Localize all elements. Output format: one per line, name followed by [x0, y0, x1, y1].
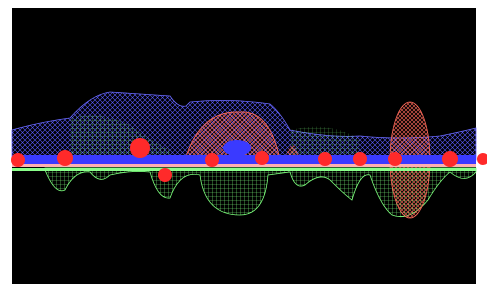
- sphere: [388, 152, 402, 166]
- sphere: [11, 153, 25, 167]
- blue-band: [12, 155, 476, 164]
- sphere: [477, 153, 487, 165]
- page: [0, 0, 487, 284]
- sphere: [255, 151, 269, 165]
- sphere: [57, 150, 73, 166]
- sphere: [442, 151, 458, 167]
- blue-sphere: [223, 140, 251, 156]
- red-band: [12, 164, 476, 167]
- sphere: [205, 153, 219, 167]
- render-view: [0, 0, 487, 284]
- sphere: [318, 152, 332, 166]
- sphere: [158, 168, 172, 182]
- green-band: [12, 168, 476, 171]
- sphere: [130, 138, 150, 158]
- sphere: [353, 152, 367, 166]
